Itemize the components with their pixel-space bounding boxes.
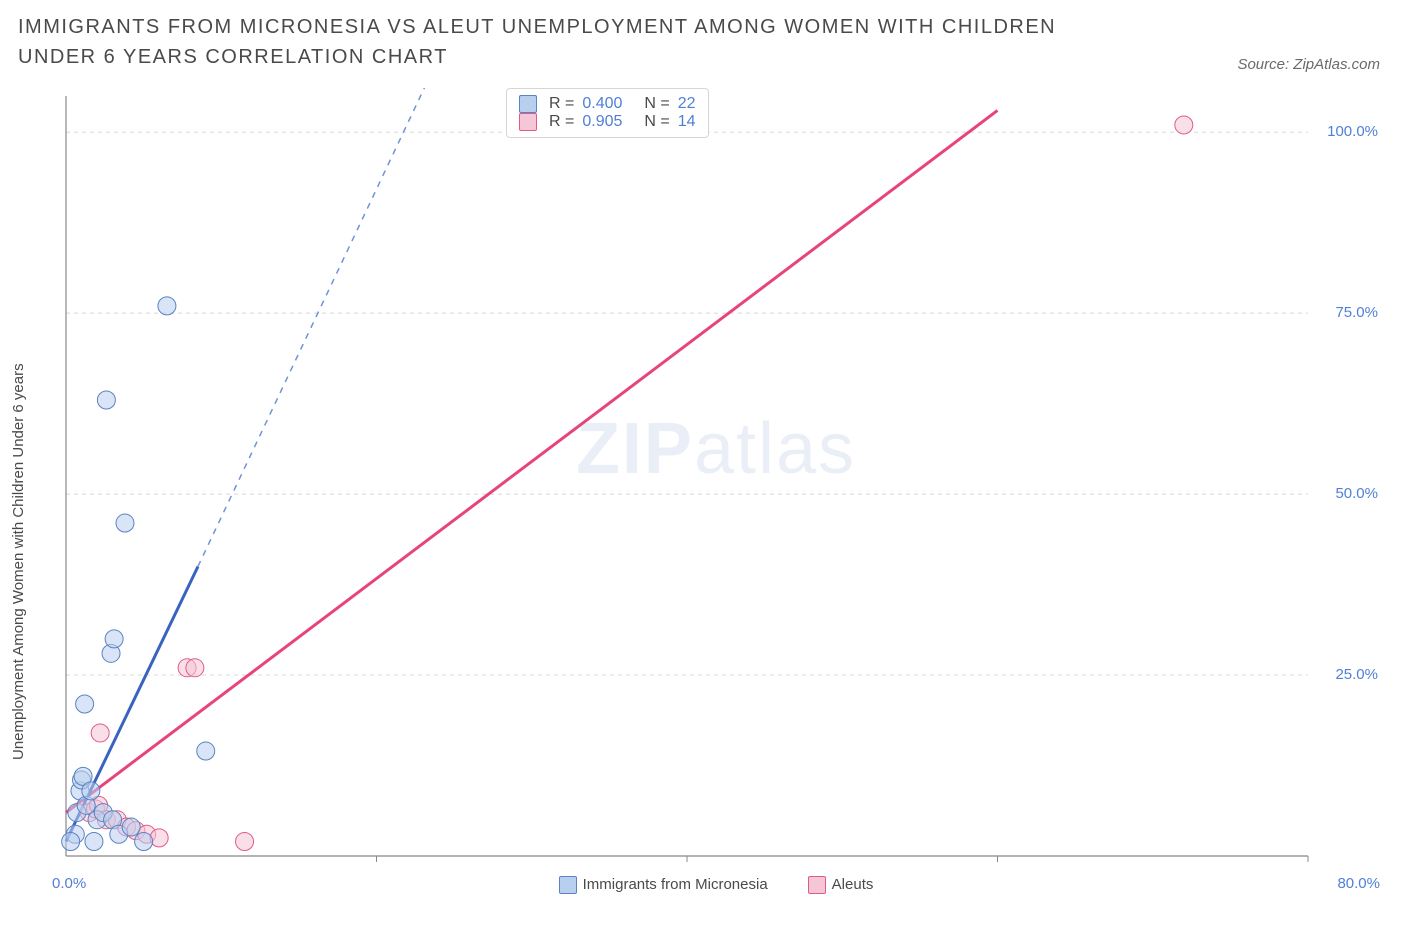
stat-n-value: 14 xyxy=(678,113,696,131)
stat-n-label: N = xyxy=(644,113,669,131)
legend-label: Immigrants from Micronesia xyxy=(583,876,768,893)
correlation-stats-box: R = 0.400 N = 22 R = 0.905 N = 14 xyxy=(506,88,709,138)
legend-label: Aleuts xyxy=(832,876,874,893)
chart-svg xyxy=(52,88,1380,890)
stat-r-value: 0.905 xyxy=(582,113,622,131)
legend-item: Aleuts xyxy=(808,876,874,894)
y-axis-label: Unemployment Among Women with Children U… xyxy=(10,363,27,760)
y-tick-label: 75.0% xyxy=(1335,304,1378,321)
stat-swatch xyxy=(519,113,537,131)
stat-r-label: R = xyxy=(549,95,574,113)
legend-swatch xyxy=(808,876,826,894)
chart-container: IMMIGRANTS FROM MICRONESIA VS ALEUT UNEM… xyxy=(0,0,1406,930)
source-attribution: Source: ZipAtlas.com xyxy=(1237,56,1380,73)
chart-title: IMMIGRANTS FROM MICRONESIA VS ALEUT UNEM… xyxy=(18,12,1138,72)
y-tick-label: 25.0% xyxy=(1335,666,1378,683)
stat-swatch xyxy=(519,95,537,113)
legend-swatch xyxy=(559,876,577,894)
stat-row: R = 0.400 N = 22 xyxy=(519,95,696,113)
stat-n-value: 22 xyxy=(678,95,696,113)
chart-plot-area: ZIPatlas 25.0%50.0%75.0%100.0% 0.0% 80.0… xyxy=(52,88,1380,890)
stat-n-label: N = xyxy=(644,95,669,113)
stat-r-value: 0.400 xyxy=(582,95,622,113)
legend: Immigrants from Micronesia Aleuts xyxy=(52,876,1380,894)
legend-item: Immigrants from Micronesia xyxy=(559,876,768,894)
y-tick-label: 50.0% xyxy=(1335,485,1378,502)
y-tick-label: 100.0% xyxy=(1327,123,1378,140)
stat-r-label: R = xyxy=(549,113,574,131)
stat-row: R = 0.905 N = 14 xyxy=(519,113,696,131)
